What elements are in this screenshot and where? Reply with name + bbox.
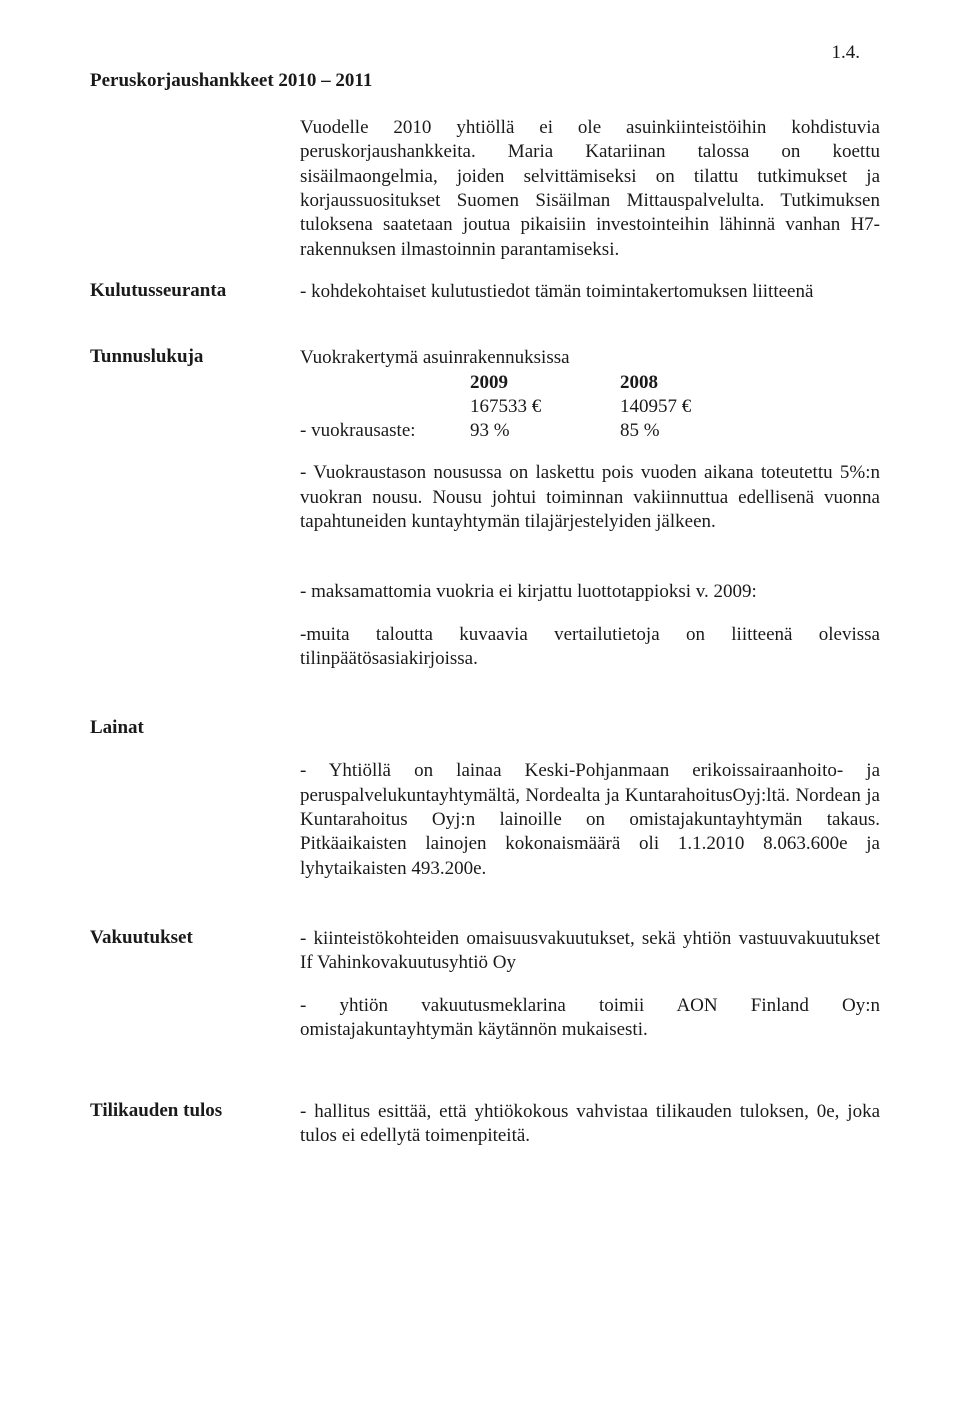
- heading-peruskorjaus: Peruskorjaushankkeet 2010 – 2011: [90, 70, 880, 92]
- year-2009: 2009: [470, 371, 620, 395]
- peruskorjaus-p1: Vuodelle 2010 yhtiöllä ei ole asuinkiint…: [300, 116, 880, 262]
- lainat-p1: - Yhtiöllä on lainaa Keski-Pohjanmaan er…: [300, 759, 880, 881]
- val-2009: 167533 €: [470, 395, 620, 419]
- table-cell: [300, 395, 470, 419]
- page-number: 1.4.: [832, 42, 861, 64]
- tunnuslukuja-intro: Vuokrakertymä asuinrakennuksissa: [300, 346, 880, 370]
- heading-vakuutukset: Vakuutukset: [90, 927, 300, 949]
- heading-lainat: Lainat: [90, 717, 880, 739]
- heading-kulutusseuranta: Kulutusseuranta: [90, 280, 300, 302]
- val-2008: 140957 €: [620, 395, 770, 419]
- heading-tunnuslukuja: Tunnuslukuja: [90, 346, 300, 368]
- heading-tilikauden-tulos: Tilikauden tulos: [90, 1100, 300, 1122]
- year-2008: 2008: [620, 371, 770, 395]
- tunnuslukuja-p1: - Vuokraustason nousussa on laskettu poi…: [300, 461, 880, 534]
- kulutusseuranta-text: - kohdekohtaiset kulutustiedot tämän toi…: [300, 280, 880, 304]
- tunnuslukuja-p3: -muita taloutta kuvaavia vertailutietoja…: [300, 623, 880, 672]
- tilikauden-tulos-p1: - hallitus esittää, että yhtiökokous vah…: [300, 1100, 880, 1149]
- document-page: 1.4. Peruskorjaushankkeet 2010 – 2011 Vu…: [0, 0, 960, 1406]
- vakuutukset-p1: - kiinteistökohteiden omaisuusvakuutukse…: [300, 927, 880, 976]
- vuokrausaste-2008: 85 %: [620, 419, 770, 443]
- tunnuslukuja-table: 2009 2008 167533 € 140957 € - vuokrausas…: [300, 371, 880, 444]
- vakuutukset-p2: - yhtiön vakuutusmeklarina toimii AON Fi…: [300, 994, 880, 1043]
- table-cell: [300, 371, 470, 395]
- vuokrausaste-label: - vuokrausaste:: [300, 419, 470, 443]
- vuokrausaste-2009: 93 %: [470, 419, 620, 443]
- tunnuslukuja-p2: - maksamattomia vuokria ei kirjattu luot…: [300, 580, 880, 604]
